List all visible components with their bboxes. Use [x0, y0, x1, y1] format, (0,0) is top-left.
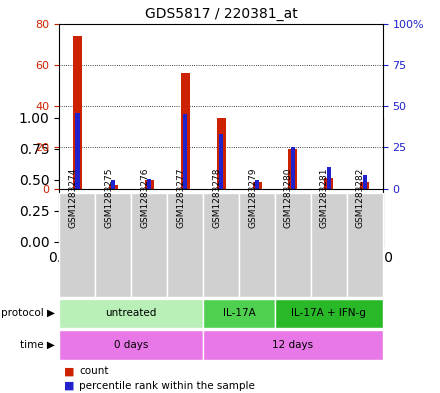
Bar	[363, 175, 367, 189]
Text: IL-17A + IFN-g: IL-17A + IFN-g	[291, 309, 367, 318]
Text: protocol ▶: protocol ▶	[1, 309, 55, 318]
Text: 12 days: 12 days	[272, 340, 314, 350]
Bar	[275, 299, 383, 328]
Bar	[111, 180, 115, 189]
Title: GDS5817 / 220381_at: GDS5817 / 220381_at	[145, 7, 297, 21]
Bar	[239, 193, 275, 297]
Text: GSM1283282: GSM1283282	[356, 167, 365, 228]
Bar	[291, 147, 295, 189]
Bar	[203, 299, 275, 328]
Bar	[183, 114, 187, 189]
Bar	[75, 113, 80, 189]
Text: GSM1283275: GSM1283275	[104, 167, 114, 228]
Bar	[347, 193, 383, 297]
Text: GSM1283279: GSM1283279	[248, 167, 257, 228]
Text: ■: ■	[64, 381, 74, 391]
Bar	[147, 179, 151, 189]
Text: time ▶: time ▶	[20, 340, 55, 350]
Bar	[324, 178, 334, 189]
Bar	[327, 167, 331, 189]
Bar	[289, 149, 297, 189]
Text: 0 days: 0 days	[114, 340, 148, 350]
Bar	[253, 182, 261, 189]
Bar	[59, 299, 203, 328]
Bar	[203, 193, 239, 297]
Bar	[181, 73, 190, 189]
Bar	[145, 180, 154, 189]
Text: GSM1283278: GSM1283278	[212, 167, 221, 228]
Text: percentile rank within the sample: percentile rank within the sample	[79, 381, 255, 391]
Bar	[275, 193, 311, 297]
Text: GSM1283277: GSM1283277	[176, 167, 185, 228]
Text: GSM1283281: GSM1283281	[320, 167, 329, 228]
Text: untreated: untreated	[106, 309, 157, 318]
Bar	[109, 184, 118, 189]
Bar	[59, 330, 203, 360]
Bar	[203, 330, 383, 360]
Text: GSM1283280: GSM1283280	[284, 167, 293, 228]
Text: count: count	[79, 366, 109, 376]
Bar	[131, 193, 167, 297]
Bar	[59, 193, 95, 297]
Text: ■: ■	[64, 366, 74, 376]
Text: GSM1283274: GSM1283274	[68, 167, 77, 228]
Bar	[311, 193, 347, 297]
Text: IL-17A: IL-17A	[223, 309, 256, 318]
Bar	[219, 134, 223, 189]
Bar	[73, 36, 82, 189]
Bar	[216, 119, 226, 189]
Bar	[255, 180, 259, 189]
Bar	[95, 193, 131, 297]
Text: GSM1283276: GSM1283276	[140, 167, 149, 228]
Bar	[167, 193, 203, 297]
Bar	[360, 182, 369, 189]
